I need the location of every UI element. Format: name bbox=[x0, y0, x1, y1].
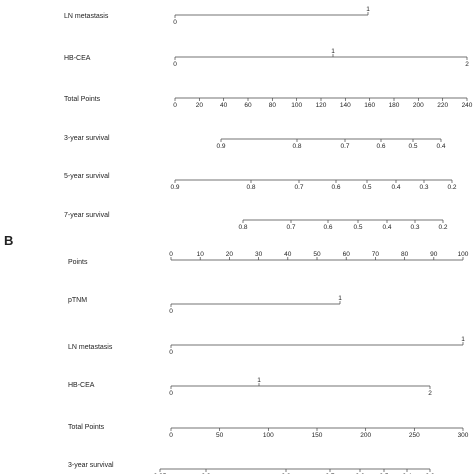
tick-label: 0.7 bbox=[340, 143, 349, 150]
tick-label: 1 bbox=[338, 295, 342, 302]
tick-label: 100 bbox=[263, 432, 274, 439]
tick-label: 0.2 bbox=[438, 224, 447, 231]
row-label: Points bbox=[68, 259, 88, 266]
tick-label: 0 bbox=[173, 102, 177, 109]
tick-label: 0.8 bbox=[292, 143, 301, 150]
tick-label: 0.5 bbox=[408, 143, 417, 150]
tick-label: 300 bbox=[458, 432, 469, 439]
tick-label: 250 bbox=[409, 432, 420, 439]
row-label: Total Points bbox=[68, 424, 105, 431]
tick-label: 60 bbox=[343, 251, 351, 258]
row-label: LN metastasis bbox=[64, 13, 109, 20]
tick-label: 80 bbox=[269, 102, 277, 109]
tick-label: 180 bbox=[389, 102, 400, 109]
tick-label: 40 bbox=[220, 102, 228, 109]
tick-label: 0.3 bbox=[419, 184, 428, 191]
tick-label: 240 bbox=[462, 102, 473, 109]
tick-label: 60 bbox=[244, 102, 252, 109]
tick-label: 0.4 bbox=[382, 224, 391, 231]
tick-label: 120 bbox=[316, 102, 327, 109]
tick-label: 1 bbox=[331, 48, 335, 55]
tick-label: 0.6 bbox=[376, 143, 385, 150]
tick-label: 0.4 bbox=[391, 184, 400, 191]
tick-label: 0 bbox=[169, 349, 173, 356]
tick-label: 0.7 bbox=[294, 184, 303, 191]
tick-label: 80 bbox=[401, 251, 409, 258]
tick-label: 0.3 bbox=[410, 224, 419, 231]
row-label: pTNM bbox=[68, 297, 87, 304]
tick-label: 70 bbox=[372, 251, 380, 258]
row-label: HB-CEA bbox=[68, 382, 95, 389]
row-label: 7-year survival bbox=[64, 212, 110, 219]
panel-label: B bbox=[4, 233, 13, 248]
row-label: 3-year survival bbox=[68, 462, 114, 469]
tick-label: 200 bbox=[360, 432, 371, 439]
tick-label: 0.6 bbox=[323, 224, 332, 231]
row-label: Total Points bbox=[64, 96, 101, 103]
tick-label: 0.8 bbox=[246, 184, 255, 191]
tick-label: 20 bbox=[196, 102, 204, 109]
row-label: 3-year survival bbox=[64, 135, 110, 142]
tick-label: 1 bbox=[366, 6, 370, 13]
tick-label: 50 bbox=[216, 432, 224, 439]
tick-label: 2 bbox=[465, 61, 469, 68]
tick-label: 150 bbox=[312, 432, 323, 439]
row-label: LN metastasis bbox=[68, 344, 113, 351]
tick-label: 0.5 bbox=[362, 184, 371, 191]
tick-label: 0.7 bbox=[286, 224, 295, 231]
tick-label: 140 bbox=[340, 102, 351, 109]
tick-label: 0.5 bbox=[353, 224, 362, 231]
tick-label: 0.2 bbox=[447, 184, 456, 191]
tick-label: 220 bbox=[437, 102, 448, 109]
tick-label: 2 bbox=[428, 390, 432, 397]
tick-label: 50 bbox=[313, 251, 321, 258]
tick-label: 200 bbox=[413, 102, 424, 109]
tick-label: 1 bbox=[257, 377, 261, 384]
tick-label: 30 bbox=[255, 251, 263, 258]
tick-label: 90 bbox=[430, 251, 438, 258]
tick-label: 100 bbox=[291, 102, 302, 109]
tick-label: 0.6 bbox=[331, 184, 340, 191]
tick-label: 0 bbox=[169, 308, 173, 315]
tick-label: 0.9 bbox=[216, 143, 225, 150]
tick-label: 0 bbox=[169, 432, 173, 439]
tick-label: 0 bbox=[169, 251, 173, 258]
tick-label: 160 bbox=[364, 102, 375, 109]
tick-label: 0.9 bbox=[170, 184, 179, 191]
tick-label: 1 bbox=[461, 336, 465, 343]
tick-label: 20 bbox=[226, 251, 234, 258]
tick-label: 0.4 bbox=[436, 143, 445, 150]
tick-label: 0 bbox=[169, 390, 173, 397]
tick-label: 0.8 bbox=[238, 224, 247, 231]
tick-label: 0 bbox=[173, 19, 177, 26]
row-label: 5-year survival bbox=[64, 173, 110, 180]
tick-label: 10 bbox=[197, 251, 205, 258]
tick-label: 0 bbox=[173, 61, 177, 68]
tick-label: 100 bbox=[458, 251, 469, 258]
tick-label: 40 bbox=[284, 251, 292, 258]
row-label: HB-CEA bbox=[64, 55, 91, 62]
